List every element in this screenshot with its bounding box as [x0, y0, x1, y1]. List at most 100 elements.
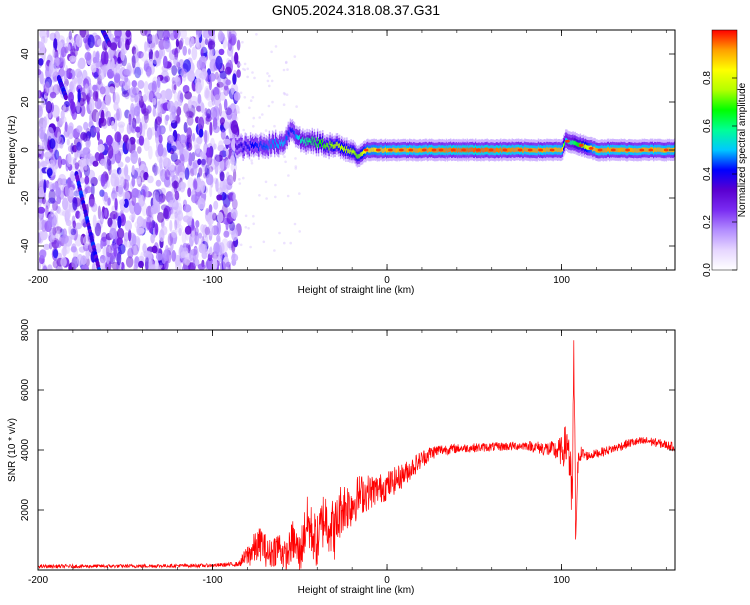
- noise-speckle: [42, 120, 46, 133]
- carrier-band: [372, 147, 374, 153]
- spectrogram-y-tick-label: 20: [20, 96, 31, 108]
- noise-speckle: [189, 249, 194, 262]
- noise-speckle: [148, 260, 156, 270]
- noise-speckle: [146, 215, 154, 226]
- noise-speckle: [163, 208, 169, 220]
- noise-speckle: [198, 232, 203, 239]
- noise-speckle: [134, 116, 141, 124]
- noise-speckle: [206, 74, 212, 85]
- carrier-band: [431, 147, 433, 152]
- noise-speckle: [209, 121, 213, 136]
- noise-speckle: [128, 229, 132, 242]
- noise-speckle: [44, 151, 52, 160]
- noise-speckle: [190, 36, 195, 47]
- carrier-band: [346, 146, 348, 151]
- noise-speckle: [204, 226, 210, 236]
- noise-speckle: [92, 84, 98, 92]
- noise-speckle: [81, 152, 89, 159]
- noise-speckle: [40, 43, 46, 56]
- noise-speckle: [116, 252, 122, 266]
- carrier-band: [279, 140, 281, 145]
- carrier-band: [508, 147, 510, 152]
- noise-speckle: [121, 90, 129, 98]
- snr-x-tick-label: -200: [28, 575, 48, 586]
- noise-speckle: [50, 225, 57, 233]
- noise-speckle: [183, 103, 190, 114]
- noise-speckle: [69, 98, 75, 111]
- noise-speckle: [219, 91, 226, 101]
- noise-speckle: [184, 37, 190, 46]
- carrier-band: [310, 140, 312, 146]
- carrier-band: [256, 143, 258, 148]
- snr-series-line: [38, 340, 675, 570]
- noise-speckle: [136, 176, 141, 185]
- noise-speckle: [39, 30, 47, 39]
- snr-y-ticks: 2000 4000 6000 8000: [20, 318, 675, 521]
- noise-speckle: [132, 117, 137, 129]
- noise-speckle: [54, 226, 63, 234]
- noise-speckle: [159, 229, 165, 243]
- carrier-band: [313, 137, 316, 142]
- ridge-peak: [527, 148, 533, 152]
- noise-speckle: [125, 156, 131, 163]
- carrier-band: [333, 144, 335, 149]
- carrier-band: [569, 139, 571, 145]
- carrier-band: [314, 140, 317, 145]
- spectrogram-y-tick-label: 40: [20, 48, 31, 60]
- noise-speckle: [164, 75, 171, 83]
- carrier-band: [509, 148, 511, 153]
- noise-speckle: [184, 256, 191, 266]
- carrier-band: [493, 148, 496, 153]
- noise-speckle: [63, 70, 68, 82]
- carrier-band: [260, 141, 262, 146]
- faint-speckle: [283, 155, 286, 158]
- noise-speckle: [94, 98, 102, 110]
- noise-speckle: [182, 45, 187, 56]
- faint-speckle: [285, 93, 289, 96]
- noise-speckle: [223, 159, 231, 166]
- carrier-band: [455, 148, 457, 153]
- carrier-band: [332, 144, 334, 149]
- noise-speckle: [204, 164, 211, 177]
- carrier-band: [593, 146, 595, 151]
- carrier-band: [522, 148, 524, 153]
- noise-speckle: [103, 208, 108, 218]
- noise-speckle: [99, 254, 106, 264]
- carrier-band: [575, 141, 577, 146]
- carrier-band: [644, 147, 646, 152]
- noise-speckle: [52, 200, 58, 211]
- noise-speckle: [177, 99, 183, 107]
- noise-speckle: [171, 199, 179, 211]
- carrier-band: [487, 148, 489, 153]
- noise-speckle: [88, 82, 92, 94]
- carrier-band: [603, 147, 606, 153]
- noise-speckle: [73, 77, 78, 85]
- carrier-band: [457, 148, 459, 153]
- carrier-band: [263, 142, 265, 147]
- noise-speckle: [187, 48, 191, 55]
- noise-speckle: [192, 132, 196, 142]
- noise-speckle: [105, 251, 110, 264]
- noise-speckle: [124, 220, 132, 232]
- carrier-band: [363, 149, 365, 154]
- carrier-band: [418, 148, 420, 153]
- faint-speckle: [250, 159, 253, 162]
- noise-speckle: [186, 111, 194, 118]
- noise-speckle: [96, 38, 103, 47]
- noise-speckle: [209, 211, 216, 220]
- noise-speckle: [99, 211, 104, 225]
- noise-speckle: [55, 230, 62, 243]
- carrier-band: [483, 148, 485, 153]
- noise-speckle: [86, 94, 90, 103]
- noise-speckle: [107, 217, 113, 228]
- carrier-band: [315, 143, 318, 148]
- noise-speckle: [103, 207, 109, 220]
- carrier-band: [241, 143, 243, 148]
- noise-speckle: [185, 110, 194, 119]
- carrier-band: [350, 147, 352, 153]
- faint-speckle: [252, 222, 255, 226]
- carrier-band: [604, 148, 607, 153]
- carrier-band: [548, 147, 550, 153]
- noise-speckle: [230, 208, 238, 220]
- noise-speckle: [157, 143, 164, 157]
